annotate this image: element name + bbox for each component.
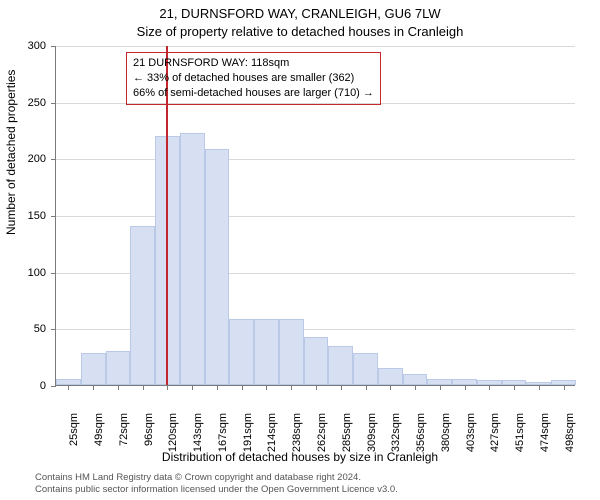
ytick-label: 300: [28, 40, 46, 52]
plot-area: 05010015020025030025sqm49sqm72sqm96sqm12…: [55, 46, 575, 386]
xtick-mark: [390, 385, 391, 390]
annotation-line2: ← 33% of detached houses are smaller (36…: [133, 71, 374, 86]
xtick-mark: [291, 385, 292, 390]
xtick-mark: [514, 385, 515, 390]
xtick-mark: [192, 385, 193, 390]
annotation-line1: 21 DURNSFORD WAY: 118sqm: [133, 56, 374, 71]
histogram-bar: [106, 351, 131, 385]
gridline: [56, 159, 575, 160]
xtick-mark: [68, 385, 69, 390]
xtick-mark: [266, 385, 267, 390]
histogram-bar: [254, 319, 279, 385]
ytick-mark: [51, 386, 56, 387]
xtick-mark: [242, 385, 243, 390]
ytick-label: 200: [28, 153, 46, 165]
xtick-mark: [465, 385, 466, 390]
ytick-label: 50: [34, 323, 46, 335]
xtick-mark: [217, 385, 218, 390]
histogram-bar: [403, 374, 428, 385]
xtick-mark: [167, 385, 168, 390]
chart-title-line1: 21, DURNSFORD WAY, CRANLEIGH, GU6 7LW: [0, 6, 600, 21]
ytick-mark: [51, 216, 56, 217]
histogram-bar: [205, 149, 230, 385]
ytick-label: 0: [40, 380, 46, 392]
xtick-mark: [489, 385, 490, 390]
histogram-bar: [81, 353, 106, 385]
y-axis-label: Number of detached properties: [4, 70, 18, 235]
gridline: [56, 46, 575, 47]
xtick-mark: [564, 385, 565, 390]
footer-line1: Contains HM Land Registry data © Crown c…: [35, 472, 398, 484]
xtick-mark: [539, 385, 540, 390]
xtick-mark: [93, 385, 94, 390]
xtick-mark: [415, 385, 416, 390]
ytick-label: 150: [28, 210, 46, 222]
histogram-bar: [328, 346, 353, 385]
ytick-label: 250: [28, 97, 46, 109]
annotation-box: 21 DURNSFORD WAY: 118sqm← 33% of detache…: [126, 52, 381, 105]
histogram-bar: [130, 226, 155, 385]
histogram-bar: [229, 319, 254, 385]
chart-title-line2: Size of property relative to detached ho…: [0, 24, 600, 39]
xtick-mark: [316, 385, 317, 390]
xtick-mark: [341, 385, 342, 390]
xtick-mark: [440, 385, 441, 390]
histogram-bar: [378, 368, 403, 385]
histogram-bar: [279, 319, 304, 385]
histogram-bar: [304, 337, 329, 385]
ytick-mark: [51, 273, 56, 274]
ytick-mark: [51, 103, 56, 104]
ytick-mark: [51, 159, 56, 160]
x-axis-label: Distribution of detached houses by size …: [0, 450, 600, 464]
histogram-bar: [353, 353, 378, 385]
footer-line2: Contains public sector information licen…: [35, 484, 398, 496]
ytick-label: 100: [28, 267, 46, 279]
xtick-mark: [366, 385, 367, 390]
annotation-line3: 66% of semi-detached houses are larger (…: [133, 86, 374, 101]
histogram-bar: [180, 133, 205, 385]
xtick-mark: [143, 385, 144, 390]
xtick-mark: [118, 385, 119, 390]
ytick-mark: [51, 329, 56, 330]
gridline: [56, 216, 575, 217]
ytick-mark: [51, 46, 56, 47]
footer-attribution: Contains HM Land Registry data © Crown c…: [35, 472, 398, 496]
